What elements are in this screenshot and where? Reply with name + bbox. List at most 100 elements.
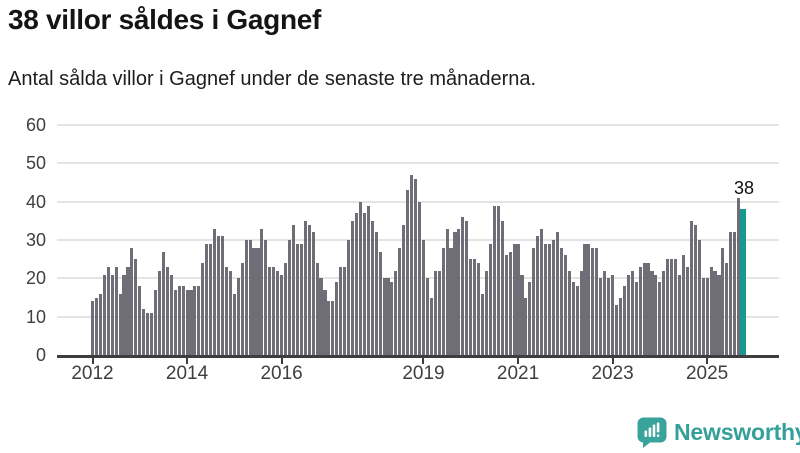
bar bbox=[358, 201, 362, 355]
y-axis-tick-label: 10 bbox=[25, 306, 46, 327]
bar bbox=[134, 259, 138, 355]
bar bbox=[500, 220, 504, 355]
bar bbox=[540, 228, 544, 355]
bar bbox=[370, 220, 374, 355]
bar bbox=[488, 243, 492, 355]
bar bbox=[417, 201, 422, 355]
bar bbox=[681, 255, 686, 355]
bar bbox=[205, 243, 209, 355]
x-axis-tick-label: 2019 bbox=[402, 363, 445, 384]
bar bbox=[701, 278, 705, 355]
bar bbox=[571, 282, 575, 355]
bar bbox=[421, 240, 425, 355]
y-axis-tick-label: 30 bbox=[25, 230, 46, 250]
highlighted-bar bbox=[739, 209, 746, 355]
bar bbox=[662, 270, 666, 355]
bar bbox=[634, 282, 638, 355]
x-axis-tick-label: 2016 bbox=[260, 363, 303, 384]
bar bbox=[512, 243, 516, 355]
bar bbox=[240, 263, 244, 355]
bar bbox=[94, 297, 98, 355]
bar bbox=[287, 240, 292, 355]
newsworthy-logo[interactable]: Newsworthy bbox=[637, 416, 800, 448]
bar bbox=[260, 228, 264, 355]
bar bbox=[654, 274, 658, 355]
bar bbox=[244, 240, 248, 355]
brand-name: Newsworthy bbox=[674, 418, 800, 445]
bar bbox=[630, 270, 634, 355]
bar bbox=[284, 263, 288, 355]
bar bbox=[670, 259, 674, 355]
bar bbox=[618, 297, 622, 355]
bar bbox=[697, 240, 701, 355]
x-axis-tick-label: 2025 bbox=[685, 363, 729, 384]
bar bbox=[721, 247, 725, 355]
bar bbox=[366, 205, 370, 355]
bar bbox=[102, 274, 106, 355]
bar bbox=[642, 263, 646, 355]
bar bbox=[520, 274, 524, 355]
bar bbox=[276, 270, 280, 355]
bar bbox=[110, 274, 114, 355]
y-axis-tick-label: 40 bbox=[25, 191, 46, 212]
bar bbox=[157, 270, 162, 355]
bar bbox=[725, 263, 729, 355]
bar bbox=[532, 247, 536, 355]
bar bbox=[114, 266, 118, 355]
bar bbox=[484, 270, 489, 355]
bar bbox=[378, 251, 382, 355]
bar bbox=[398, 247, 402, 355]
bar bbox=[90, 301, 95, 355]
bar bbox=[323, 289, 327, 355]
y-axis-tick-label: 60 bbox=[25, 115, 46, 135]
x-axis-tick-label: 2021 bbox=[496, 363, 540, 384]
page-title: 38 villor såldes i Gagnef bbox=[8, 4, 322, 35]
bar bbox=[414, 178, 418, 355]
bar bbox=[477, 263, 481, 355]
bar bbox=[410, 174, 414, 355]
bar bbox=[331, 301, 335, 355]
x-axis-line bbox=[57, 355, 779, 358]
chart-subtitle: Antal sålda villor i Gagnef under de sen… bbox=[8, 68, 537, 90]
bar bbox=[347, 240, 351, 355]
bar bbox=[441, 247, 445, 355]
bar bbox=[674, 259, 678, 355]
bar bbox=[295, 243, 299, 355]
bar bbox=[217, 236, 221, 355]
bar bbox=[461, 217, 465, 355]
bar bbox=[118, 293, 122, 355]
bar bbox=[122, 274, 126, 355]
bar bbox=[280, 274, 284, 355]
bar bbox=[583, 243, 587, 355]
bar bbox=[248, 240, 252, 355]
bar bbox=[264, 240, 268, 355]
bar bbox=[433, 270, 437, 355]
bar bbox=[98, 293, 102, 355]
bar bbox=[209, 243, 213, 355]
bar bbox=[611, 274, 615, 355]
bar bbox=[425, 278, 429, 355]
bar bbox=[193, 286, 197, 355]
bar bbox=[524, 297, 528, 355]
bar bbox=[311, 232, 315, 355]
bar bbox=[575, 286, 579, 355]
bar bbox=[481, 293, 485, 355]
bar bbox=[177, 286, 181, 355]
bar bbox=[165, 266, 169, 355]
bar bbox=[473, 259, 477, 355]
bar bbox=[319, 278, 323, 355]
bar bbox=[445, 228, 449, 355]
bar bbox=[622, 286, 626, 355]
bar bbox=[508, 251, 512, 355]
bar bbox=[354, 213, 359, 355]
bar bbox=[232, 293, 236, 355]
bar bbox=[268, 266, 272, 355]
y-axis-tick-label: 0 bbox=[35, 345, 46, 365]
bar bbox=[130, 247, 134, 355]
bar bbox=[555, 232, 559, 355]
bar bbox=[189, 289, 193, 355]
bar bbox=[146, 312, 150, 355]
x-axis-tick-label: 2012 bbox=[71, 363, 114, 384]
bar bbox=[638, 266, 642, 355]
last-value-label: 38 bbox=[733, 178, 754, 198]
